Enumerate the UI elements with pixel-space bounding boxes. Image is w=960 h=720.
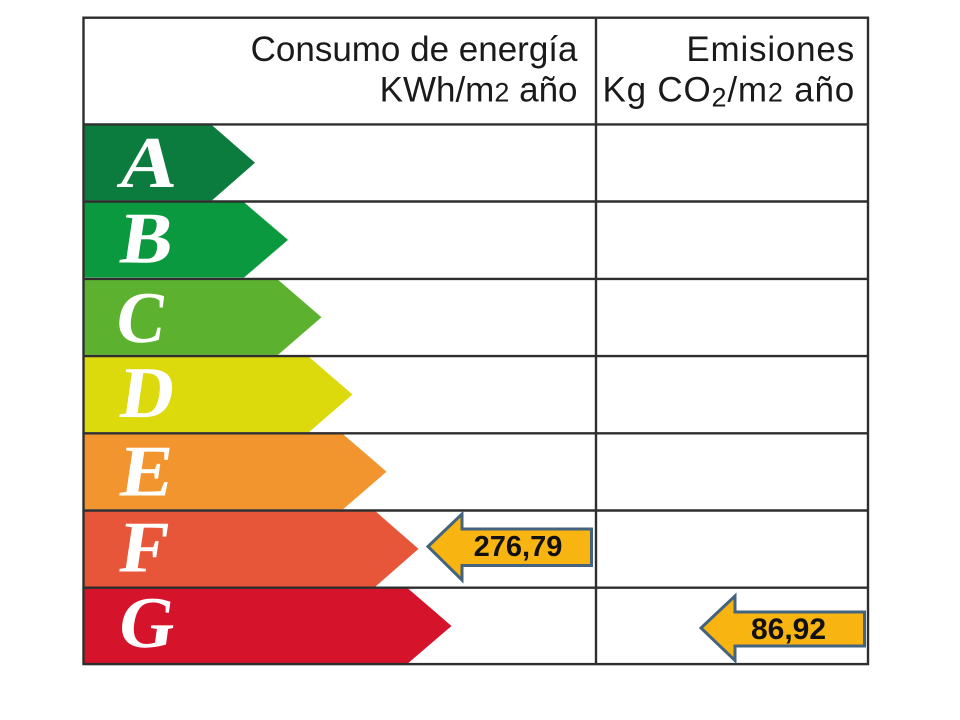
- svg-text:Consumo de energía: Consumo de energía: [251, 30, 578, 69]
- svg-text:G: G: [113, 582, 181, 663]
- svg-text:D: D: [116, 353, 181, 434]
- svg-text:276,79: 276,79: [474, 531, 563, 563]
- svg-text:C: C: [111, 277, 173, 358]
- svg-text:86,92: 86,92: [751, 613, 826, 646]
- svg-text:B: B: [116, 199, 180, 279]
- svg-text:Kg CO2/m2 año: Kg CO2/m2 año: [602, 71, 855, 113]
- svg-text:Emisiones: Emisiones: [686, 30, 855, 69]
- svg-text:A: A: [114, 122, 185, 203]
- svg-text:E: E: [116, 432, 180, 512]
- svg-text:KWh/m2 año: KWh/m2 año: [380, 71, 578, 110]
